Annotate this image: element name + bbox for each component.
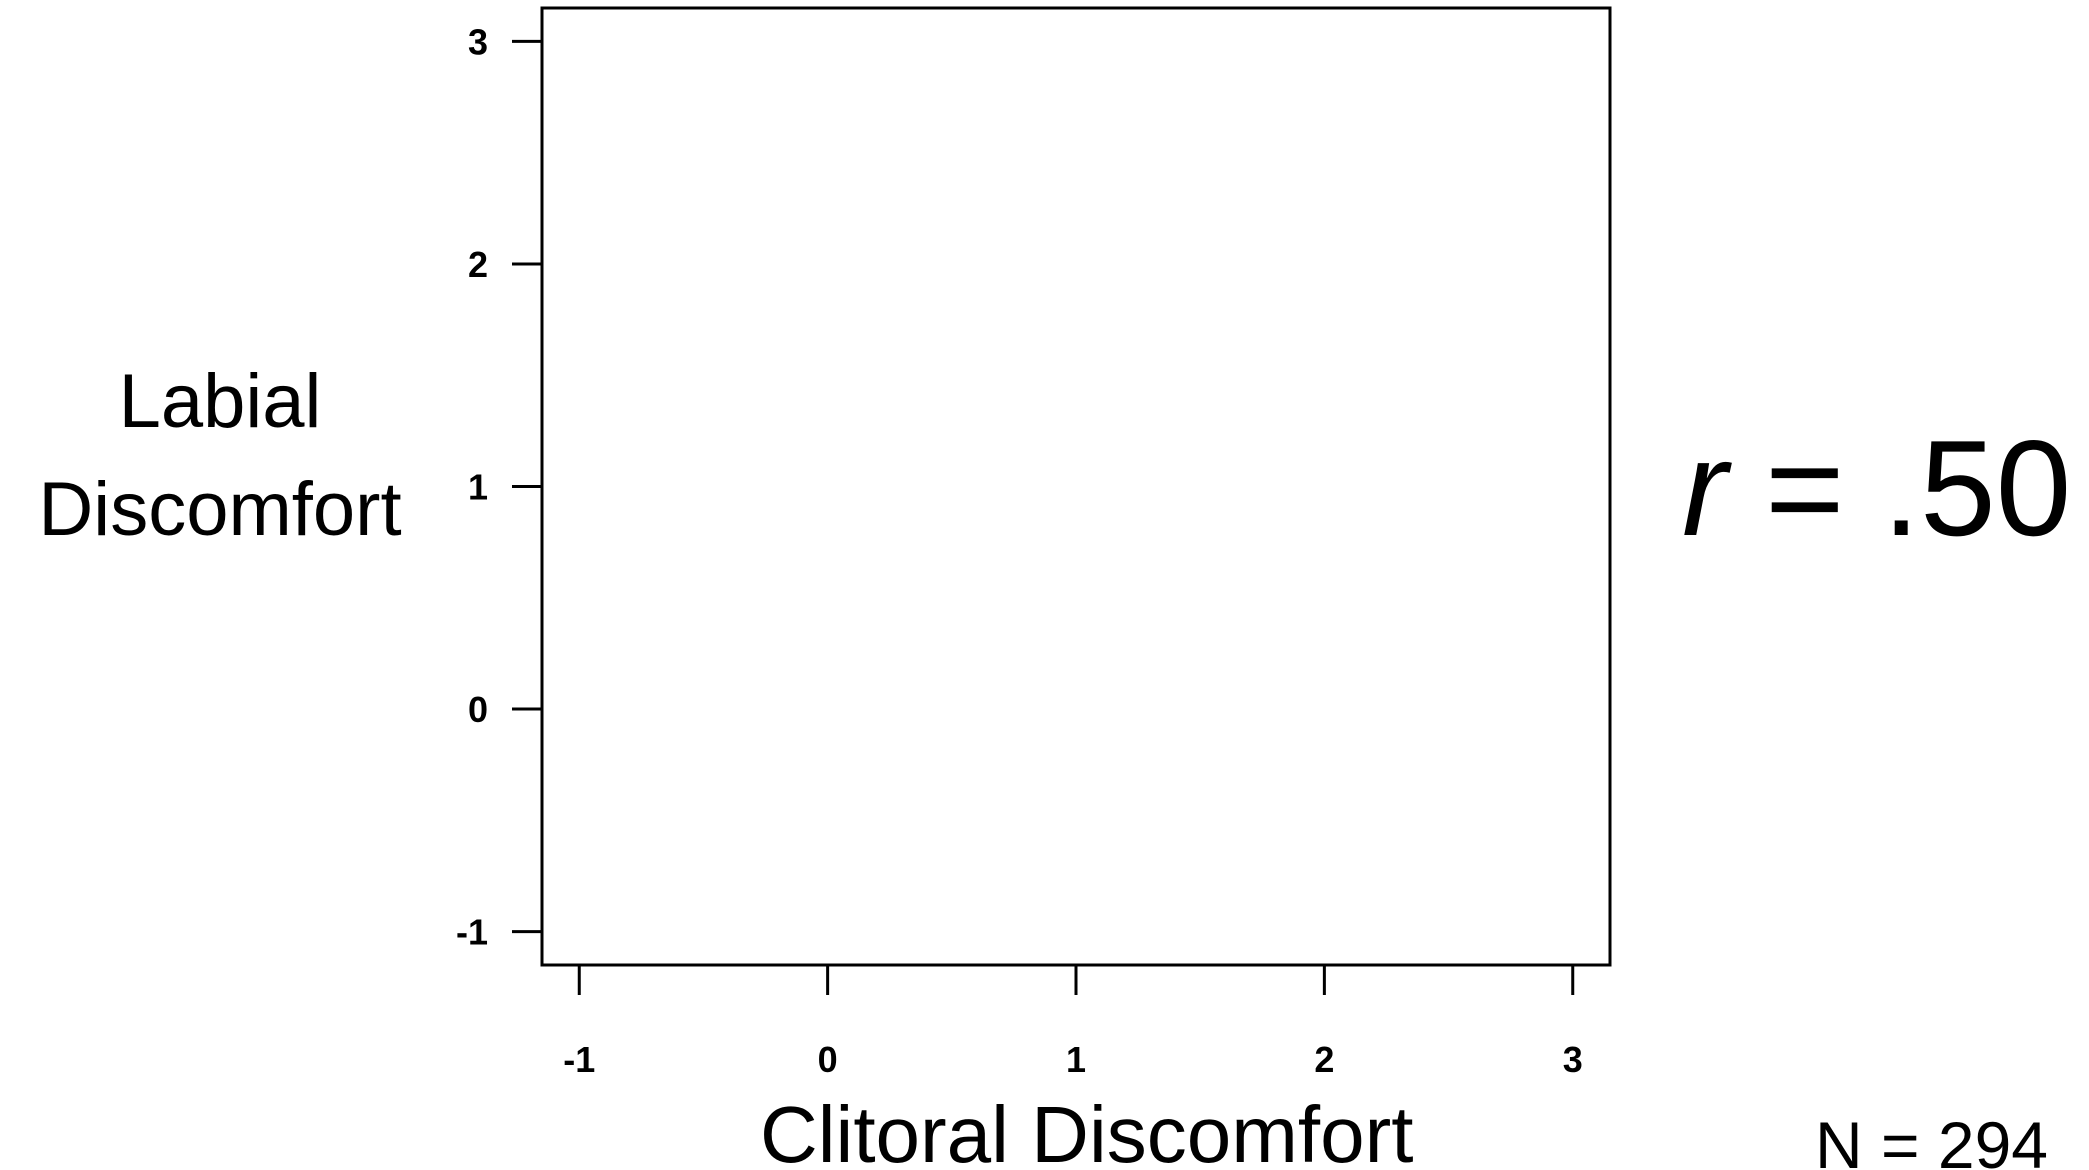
x-tick-label: 3 [1563,1039,1583,1080]
y-axis-label-line-1: Labial [118,359,322,444]
y-tick-label: 3 [468,21,488,62]
x-axis-label: Clitoral Discomfort [760,1090,1414,1170]
plot-frame [540,6,1612,967]
x-tick-label: 0 [818,1039,838,1080]
x-tick-label: 2 [1314,1039,1334,1080]
x-tick-label: 1 [1066,1039,1086,1080]
r-symbol: r [1682,412,1728,564]
r-value: = .50 [1727,412,2072,564]
y-tick-label: -1 [456,912,488,953]
correlation-annotation: r = .50 [1682,420,2071,556]
y-axis: -1 0 1 2 3 [456,21,544,953]
x-axis: -1 0 1 2 3 [563,963,1583,1080]
y-tick-label: 1 [468,467,488,508]
y-tick-label: 0 [468,689,488,730]
y-tick-label: 2 [468,244,488,285]
y-axis-label: Labial Discomfort [0,348,440,564]
y-axis-label-line-2: Discomfort [38,467,402,552]
x-tick-label: -1 [563,1039,595,1080]
sample-size-annotation: N = 294 [1815,1108,2048,1170]
